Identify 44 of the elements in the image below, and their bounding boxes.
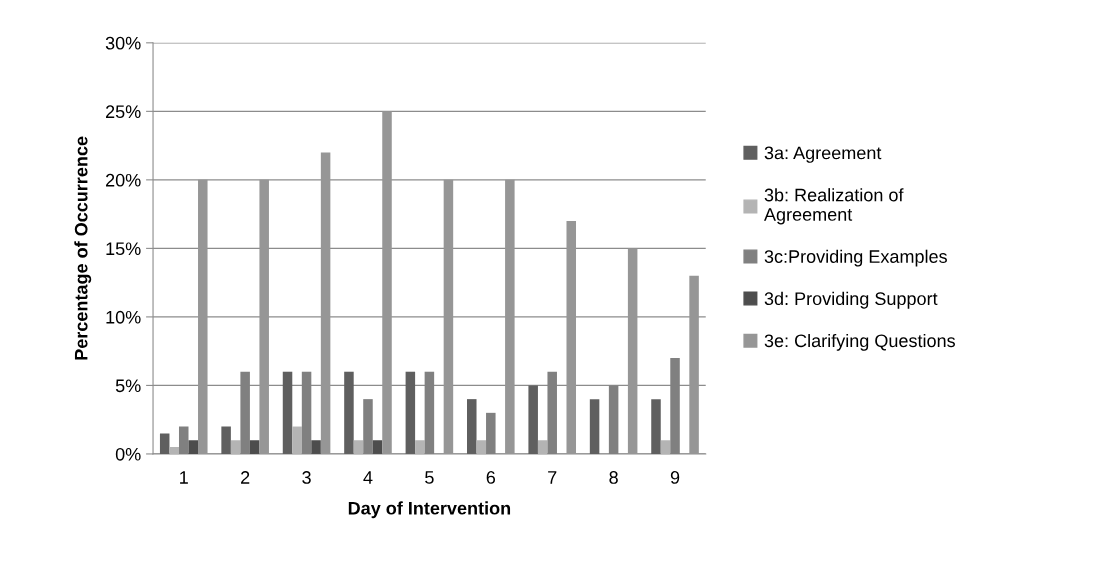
y-tick-label: 30%: [105, 36, 141, 50]
x-tick-label: 4: [363, 471, 373, 484]
bar: [221, 426, 231, 454]
bar: [405, 371, 416, 454]
x-axis-title: Day of Intervention: [348, 501, 511, 519]
legend-label: 3c:Providing Examples: [764, 249, 947, 267]
bar: [311, 440, 321, 454]
bar: [537, 440, 548, 454]
bar: [476, 440, 487, 454]
bar: [344, 371, 354, 454]
bar: [230, 440, 241, 454]
x-tick-label: 9: [670, 471, 680, 484]
x-tick-label: 7: [548, 471, 557, 484]
bar: [528, 385, 538, 454]
legend-label: 3a: Agreement: [764, 146, 882, 163]
y-tick-label: 10%: [106, 310, 141, 324]
bar: [292, 426, 302, 454]
x-tick-label: 2: [241, 471, 250, 484]
legend-label: 3b: Realization of Agreement: [764, 188, 904, 225]
bar: [660, 440, 671, 454]
x-tick-label: 3: [302, 471, 311, 484]
y-tick-label: 0%: [115, 447, 141, 461]
bar: [372, 440, 383, 454]
y-tick-label: 15%: [106, 242, 141, 256]
bar: [249, 440, 260, 454]
x-tick-label: 1: [180, 471, 188, 484]
bar: [169, 447, 179, 454]
x-tick-label: 8: [609, 471, 618, 484]
bar: [353, 440, 364, 454]
bar: [651, 399, 661, 454]
bar: [467, 399, 477, 454]
x-tick-label: 6: [486, 471, 496, 484]
bar: [159, 433, 170, 454]
bar: [188, 440, 199, 454]
bar: [415, 440, 425, 454]
y-axis-title: Percentage of Occurrence: [74, 136, 92, 360]
bar: [589, 399, 600, 454]
y-tick-label: 20%: [106, 173, 141, 187]
y-tick-label: 25%: [106, 105, 141, 119]
legend-label: 3e: Clarifying Questions: [764, 333, 955, 351]
y-tick-label: 5%: [115, 379, 141, 393]
legend-label: 3d: Providing Support: [764, 291, 938, 309]
x-tick-label: 5: [425, 471, 434, 484]
bar: [282, 371, 293, 454]
